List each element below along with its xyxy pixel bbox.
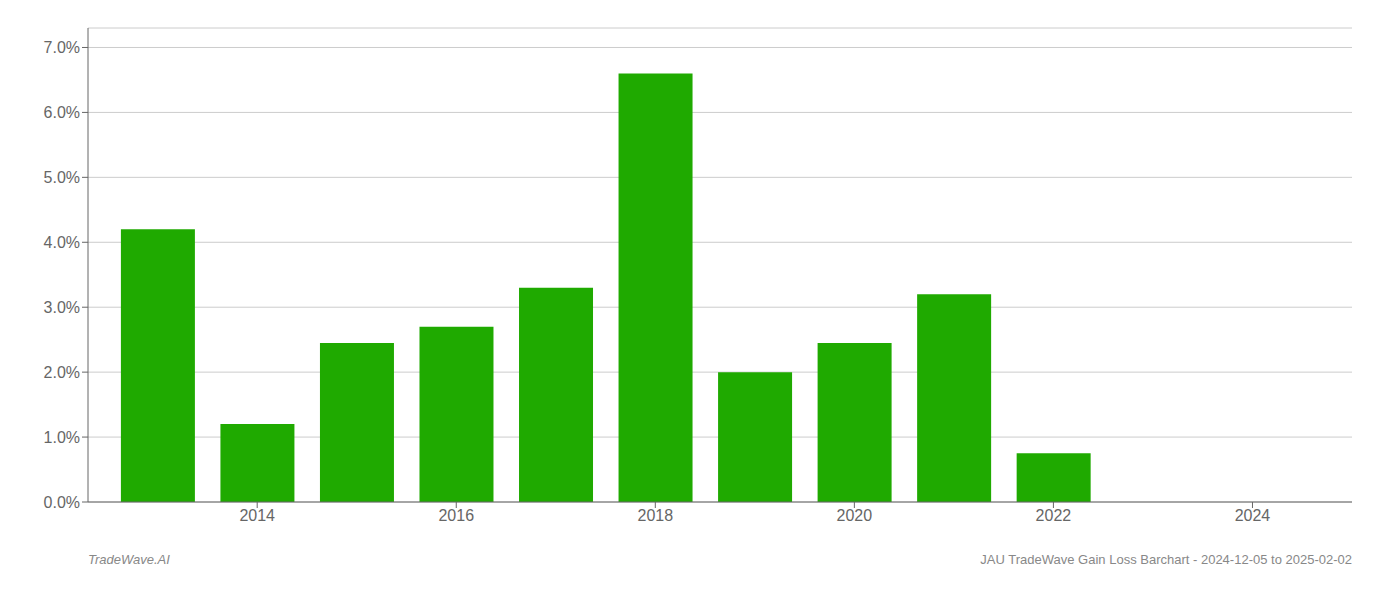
svg-text:2018: 2018 [638, 507, 674, 524]
svg-text:2024: 2024 [1235, 507, 1271, 524]
svg-text:3.0%: 3.0% [44, 299, 80, 316]
svg-text:2016: 2016 [438, 507, 474, 524]
svg-text:6.0%: 6.0% [44, 104, 80, 121]
svg-text:2020: 2020 [837, 507, 873, 524]
svg-text:1.0%: 1.0% [44, 429, 80, 446]
svg-text:0.0%: 0.0% [44, 494, 80, 511]
svg-text:7.0%: 7.0% [44, 39, 80, 56]
svg-text:5.0%: 5.0% [44, 169, 80, 186]
svg-text:2022: 2022 [1036, 507, 1072, 524]
html-text:TradeWave.AI: TradeWave.AI [88, 552, 170, 567]
html-text:JAU TradeWave Gain Loss Barcha: JAU TradeWave Gain Loss Barchart - 2024-… [980, 552, 1352, 567]
svg-text:2.0%: 2.0% [44, 364, 80, 381]
svg-text:4.0%: 4.0% [44, 234, 80, 251]
svg-text:2014: 2014 [239, 507, 275, 524]
